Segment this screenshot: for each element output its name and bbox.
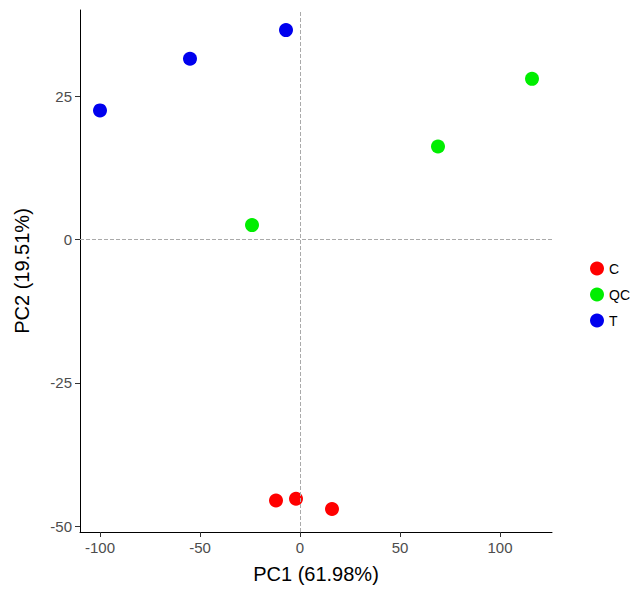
svg-text:0: 0 (64, 231, 72, 248)
svg-text:-25: -25 (50, 374, 72, 391)
svg-text:100: 100 (487, 539, 512, 556)
svg-text:-50: -50 (50, 518, 72, 535)
svg-text:T: T (609, 313, 618, 329)
svg-text:-50: -50 (189, 539, 211, 556)
svg-text:PC1 (61.98%): PC1 (61.98%) (253, 563, 379, 585)
svg-text:QC: QC (609, 287, 630, 303)
svg-text:C: C (609, 261, 619, 277)
svg-text:25: 25 (55, 88, 72, 105)
svg-text:PC2 (19.51%): PC2 (19.51%) (11, 208, 33, 334)
svg-text:50: 50 (392, 539, 409, 556)
svg-text:0: 0 (296, 539, 304, 556)
svg-text:-100: -100 (85, 539, 115, 556)
